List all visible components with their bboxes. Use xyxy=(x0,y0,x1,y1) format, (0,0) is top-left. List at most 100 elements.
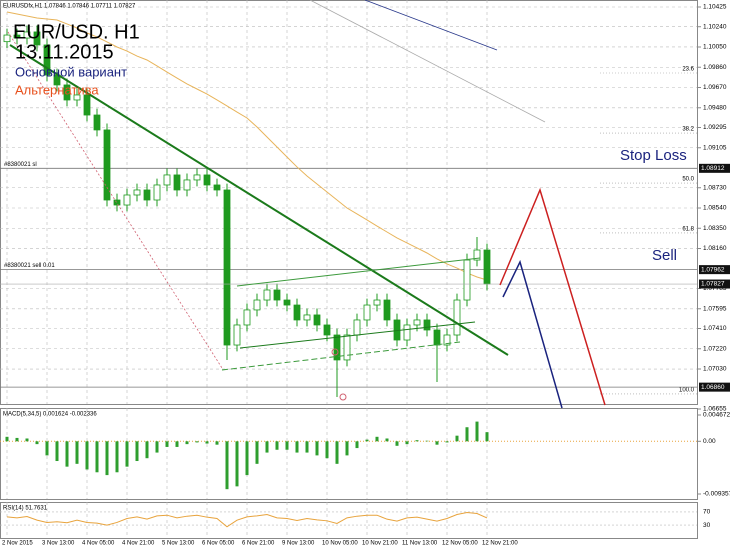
candle-body xyxy=(463,259,471,301)
candle-body xyxy=(33,31,41,46)
macd-bar xyxy=(455,435,459,442)
macd-bar xyxy=(305,441,309,453)
ma-line xyxy=(364,0,498,51)
macd-bar xyxy=(345,441,349,456)
candle-body xyxy=(413,319,421,326)
channel-lower xyxy=(221,341,461,371)
price-box-label: 1.08912 xyxy=(701,165,725,172)
macd-bar xyxy=(85,441,89,470)
y-tick-label: 1.08540 xyxy=(703,205,727,212)
x-tick-label: 12 Nov 05:00 xyxy=(442,541,478,547)
candle-body xyxy=(163,174,171,186)
x-tick-label: 6 Nov 05:00 xyxy=(202,541,235,547)
x-tick-label: 4 Nov 05:00 xyxy=(82,541,115,547)
fib-label: 38.2 xyxy=(682,127,694,133)
x-tick-label: 12 Nov 21:00 xyxy=(482,541,518,547)
macd-bar xyxy=(145,441,149,459)
candle-body xyxy=(423,319,431,331)
macd-tick-label: -0.009357 xyxy=(703,491,730,498)
x-tick-label: 11 Nov 13:00 xyxy=(402,541,438,547)
annotation: Stop Loss xyxy=(620,147,687,164)
y-tick-label: 1.10050 xyxy=(703,44,727,51)
macd-bar xyxy=(105,441,109,476)
candle-body xyxy=(153,184,161,201)
y-tick-label: 1.07595 xyxy=(703,305,727,312)
candle-body xyxy=(363,304,371,321)
candle-body xyxy=(3,34,11,43)
x-tick-label: 5 Nov 13:00 xyxy=(162,541,195,547)
macd-bar xyxy=(5,436,9,442)
macd-bar xyxy=(475,421,479,442)
macd-bar xyxy=(45,441,49,456)
macd-bar xyxy=(295,441,299,453)
y-tick-label: 1.09670 xyxy=(703,84,727,91)
candle-body xyxy=(103,129,111,201)
candle-body xyxy=(93,114,101,131)
y-tick-label: 1.09480 xyxy=(703,104,727,111)
y-tick-label: 1.07785 xyxy=(703,285,727,292)
macd-bar xyxy=(225,441,229,490)
macd-bar xyxy=(285,441,289,450)
y-tick-label: 1.10240 xyxy=(703,23,727,30)
y-tick-label: 1.08160 xyxy=(703,245,727,252)
fib-label: 50.0 xyxy=(682,177,694,183)
macd-tick-label: 0.004672 xyxy=(703,412,730,419)
candle-body xyxy=(193,174,201,181)
y-tick-label: 1.07220 xyxy=(703,345,727,352)
x-tick-label: 9 Nov 13:00 xyxy=(282,541,315,547)
macd-bar xyxy=(205,441,209,444)
candle-body xyxy=(293,304,301,321)
macd-tick-label: 0.00 xyxy=(703,438,716,445)
macd-bar xyxy=(325,441,329,459)
y-tick-label: 1.09860 xyxy=(703,64,727,71)
marker xyxy=(339,393,347,401)
macd-bar xyxy=(255,441,259,464)
current-price-label: 1.07827 xyxy=(701,281,725,288)
macd-bar xyxy=(465,427,469,442)
x-tick-label: 4 Nov 21:00 xyxy=(122,541,155,547)
channel-middle xyxy=(239,321,476,349)
y-tick-label: 1.08730 xyxy=(703,184,727,191)
rsi-tick-label: 30 xyxy=(703,522,711,529)
x-tick-label: 6 Nov 21:00 xyxy=(242,541,275,547)
macd-bar xyxy=(65,441,69,467)
candle-body xyxy=(113,199,121,206)
price-box-label: 1.06860 xyxy=(701,384,725,391)
candle-body xyxy=(263,289,271,301)
slow-ma-line xyxy=(309,0,546,123)
candle-body xyxy=(303,314,311,321)
macd-bar xyxy=(365,439,369,442)
macd-bar xyxy=(25,438,29,442)
candle-body xyxy=(23,31,31,39)
rsi-line xyxy=(6,512,488,528)
y-tick-label: 1.09105 xyxy=(703,144,727,151)
macd-bar xyxy=(235,441,239,487)
macd-bar xyxy=(155,441,159,453)
macd-bar xyxy=(245,441,249,476)
candle-body xyxy=(473,249,481,261)
price-box xyxy=(699,265,730,275)
macd-bar xyxy=(115,441,119,473)
level-label: #8380021 sell 0.01 xyxy=(4,263,55,269)
macd-label: MACD(5,34,5) 0.001624 -0.002336 xyxy=(3,412,97,418)
candle-body xyxy=(183,179,191,191)
candle-body xyxy=(243,309,251,326)
candle-body xyxy=(273,289,281,301)
candle-body xyxy=(453,299,461,336)
rsi-panel xyxy=(0,502,698,539)
rsi-tick-label: 70 xyxy=(703,509,711,516)
candle-body xyxy=(433,329,441,346)
y-tick-label: 1.10425 xyxy=(703,4,727,11)
macd-bar xyxy=(185,441,189,445)
chart-title: EUR/USD. H1 xyxy=(13,21,140,43)
candle-body xyxy=(63,84,71,101)
macd-bar xyxy=(385,438,389,442)
macd-bar xyxy=(355,441,359,449)
y-tick-label: 1.06655 xyxy=(703,406,727,413)
macd-bar xyxy=(75,441,79,464)
candle-body xyxy=(123,194,131,206)
macd-bar xyxy=(425,440,429,442)
candle-body xyxy=(43,44,51,76)
macd-bar xyxy=(215,441,219,445)
